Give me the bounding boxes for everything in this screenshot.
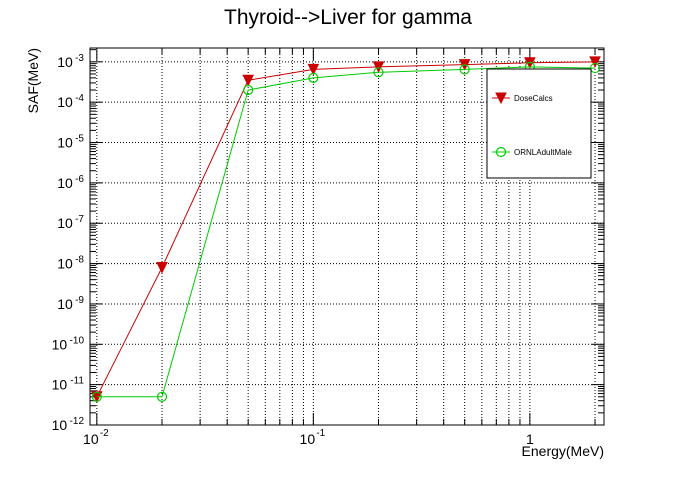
series-line-DoseCalcs	[96, 61, 596, 398]
chart-title: Thyroid-->Liver for gamma	[224, 6, 472, 29]
series-line-ORNLAdultMale	[96, 66, 596, 398]
data-point-DoseCalcs	[307, 63, 320, 76]
series-layer	[91, 56, 601, 403]
x-tick-label-base: 10	[83, 431, 99, 447]
y-tick-label-exponent: -8	[75, 255, 84, 266]
data-point-ORNLAdultMale	[243, 84, 254, 96]
y-tick-label-base: 10	[57, 135, 73, 151]
x-tick-label: 1	[526, 431, 534, 447]
legend-marker	[495, 146, 507, 158]
data-point-DoseCalcs	[372, 61, 385, 73]
y-tick-label-exponent: -3	[75, 53, 84, 64]
y-tick-label: -710	[57, 214, 84, 231]
data-point-ORNLAdultMale	[589, 62, 601, 74]
data-point-DoseCalcs	[242, 74, 254, 87]
x-tick-label-base: 10	[300, 431, 316, 447]
y-tick-label-base: 10	[57, 296, 73, 312]
legend-label: ORNLAdultMale	[514, 148, 572, 157]
data-point-DoseCalcs	[589, 56, 601, 68]
y-tick-label: -610	[57, 174, 84, 191]
x-tick-label-base: 1	[526, 431, 534, 447]
y-tick-label: -810	[57, 255, 84, 272]
y-tick-label-base: 10	[57, 94, 73, 110]
data-point-DoseCalcs	[156, 261, 168, 274]
y-tick-label-exponent: -12	[70, 416, 85, 427]
x-tick-label: 10 -2	[83, 428, 109, 447]
y-tick-label: -310	[57, 53, 84, 70]
plot-frame	[89, 47, 605, 426]
x-tick-label-exponent: -1	[316, 428, 325, 439]
y-tick-label-base: 10	[52, 336, 68, 352]
y-tick-label-base: 10	[57, 54, 73, 70]
y-tick-label: -510	[57, 134, 84, 151]
legend-entry: DoseCalcs	[492, 92, 553, 105]
legend-entry: ORNLAdultMale	[492, 146, 572, 158]
legend-label: DoseCalcs	[514, 94, 553, 103]
y-tick-label: -410	[57, 93, 84, 110]
legend: DoseCalcs ORNLAdultMale	[486, 68, 592, 179]
x-tick-label: 10 -1	[300, 428, 326, 447]
y-tick-label-base: 10	[52, 417, 68, 433]
data-point-ORNLAdultMale	[373, 67, 384, 78]
y-tick-label-base: 10	[52, 377, 68, 393]
y-tick-label-base: 10	[57, 175, 73, 191]
y-tick-labels: -1210-1110-1010-910-810-710-610-510-410-…	[52, 53, 85, 433]
data-point-ORNLAdultMale	[91, 391, 102, 402]
y-tick-label-exponent: -10	[70, 335, 85, 346]
data-point-ORNLAdultMale	[308, 72, 319, 83]
x-tick-label-exponent: -2	[100, 428, 109, 439]
x-axis-label: Energy(MeV)	[522, 443, 604, 459]
data-point-ORNLAdultMale	[156, 391, 168, 402]
y-tick-label-exponent: -11	[70, 376, 84, 387]
legend-marker	[495, 92, 507, 105]
y-axis-label: SAF(MeV)	[25, 48, 41, 113]
y-tick-label-exponent: -9	[75, 295, 84, 306]
y-tick-label-exponent: -7	[75, 214, 84, 225]
legend-box	[486, 68, 592, 179]
y-tick-label-base: 10	[57, 256, 73, 272]
y-tick-label-exponent: -4	[75, 93, 84, 104]
axis-ticks	[90, 48, 604, 426]
data-point-ORNLAdultMale	[459, 64, 470, 75]
x-tick-labels: 10 -2 10 -1 1	[83, 428, 534, 447]
y-tick-label-exponent: -5	[75, 134, 84, 145]
y-tick-label-base: 10	[57, 215, 73, 231]
y-tick-label-exponent: -6	[75, 174, 84, 185]
y-tick-label: -910	[57, 295, 84, 312]
